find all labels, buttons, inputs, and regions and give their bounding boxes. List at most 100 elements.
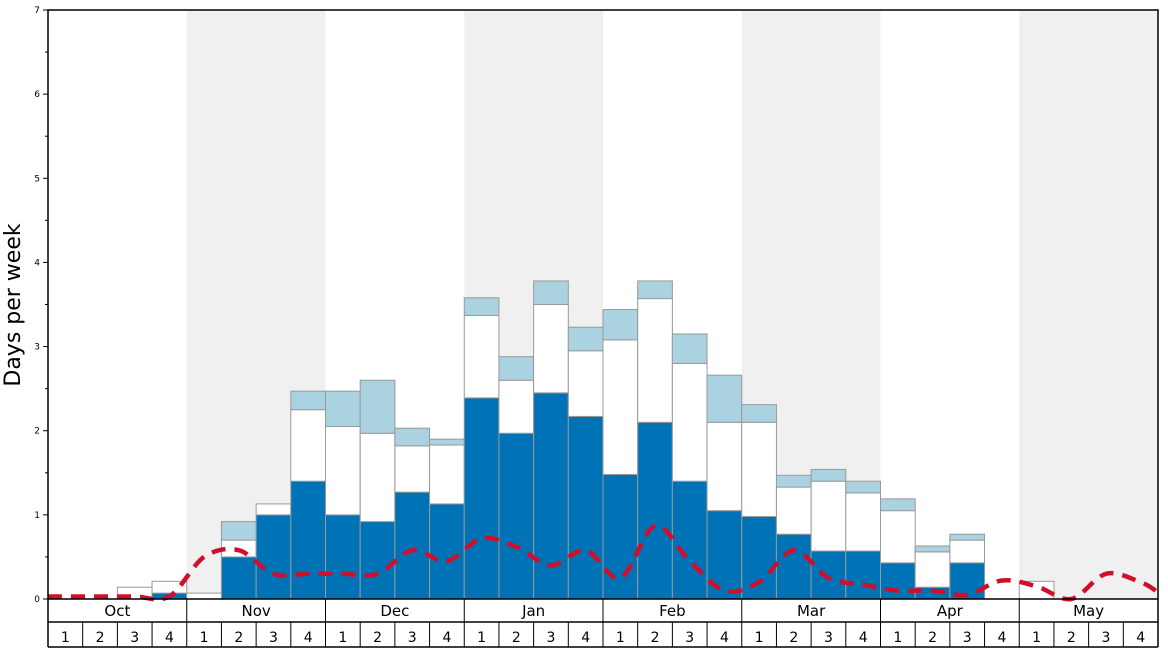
bar-segment-white bbox=[949, 539, 986, 564]
average-line-layer bbox=[48, 523, 1160, 602]
y-axis: 0 1 2 3 4 5 6 7 bbox=[34, 6, 48, 605]
bar-segment-dark bbox=[637, 421, 673, 600]
week-label: 3 bbox=[685, 630, 694, 646]
bar-segment-light bbox=[602, 309, 639, 341]
bar-segment-white bbox=[186, 592, 222, 600]
week-label: 2 bbox=[96, 630, 105, 646]
bar-segment-light bbox=[394, 427, 431, 447]
bar-segment-dark bbox=[741, 516, 777, 600]
month-label-dec: Dec bbox=[380, 602, 409, 620]
bar-segment-white bbox=[775, 486, 812, 535]
week-label: 2 bbox=[928, 630, 937, 646]
week-label: 2 bbox=[512, 630, 521, 646]
bar-segment-light bbox=[290, 390, 326, 411]
bar-segment-light bbox=[914, 545, 951, 553]
bar-segment-dark bbox=[671, 480, 708, 600]
week-label: 3 bbox=[963, 630, 972, 646]
bar-segment-dark bbox=[775, 533, 812, 600]
bar-segment-dark bbox=[255, 514, 292, 600]
y-tick-label: 3 bbox=[34, 343, 40, 353]
bar-segment-dark bbox=[567, 415, 604, 600]
bar-segment-light bbox=[498, 356, 535, 381]
week-label: 2 bbox=[234, 630, 243, 646]
bar-segment-white bbox=[290, 409, 326, 482]
month-label-jan: Jan bbox=[521, 602, 545, 620]
week-label: 4 bbox=[442, 630, 451, 646]
week-label: 3 bbox=[130, 630, 139, 646]
bar-segment-white bbox=[880, 510, 916, 564]
week-label: 4 bbox=[581, 630, 590, 646]
bar-segment-white bbox=[533, 304, 569, 394]
bar-segment-white bbox=[637, 298, 673, 423]
bar-segment-dark bbox=[220, 556, 257, 600]
bar-segment-light bbox=[429, 438, 465, 446]
average-line bbox=[48, 523, 1160, 602]
bar-segment-light bbox=[845, 480, 881, 494]
week-label: 1 bbox=[616, 630, 625, 646]
week-label: 1 bbox=[1032, 630, 1041, 646]
plot-frame bbox=[47, 9, 1159, 600]
y-tick-label: 1 bbox=[34, 511, 40, 521]
bar-segment-white bbox=[325, 426, 361, 516]
y-tick-label: 6 bbox=[34, 90, 40, 100]
bar-segment-light bbox=[463, 297, 500, 316]
month-label-mar: Mar bbox=[797, 602, 826, 620]
week-label: 1 bbox=[893, 630, 902, 646]
bar-segment-dark bbox=[498, 432, 535, 600]
bars bbox=[116, 280, 1055, 600]
bar-segment-white bbox=[810, 480, 847, 552]
bar-segment-dark bbox=[290, 480, 326, 600]
bar-segment-white bbox=[429, 444, 465, 505]
week-label: 1 bbox=[338, 630, 347, 646]
x-axis: Oct 1 2 3 4 Nov 1 2 3 4 Dec 1 2 3 4 Jan 1 2 3 4 Feb 1 2 3 4 Mar 1 2… bbox=[47, 599, 1159, 648]
bar-segment-white bbox=[914, 551, 951, 588]
week-label: 4 bbox=[1136, 630, 1145, 646]
y-tick-label: 2 bbox=[34, 427, 40, 437]
week-label: 3 bbox=[408, 630, 417, 646]
bar-segment-light bbox=[810, 468, 847, 482]
bar-segment-light bbox=[637, 280, 673, 300]
bar-segment-white bbox=[671, 362, 708, 482]
month-label-nov: Nov bbox=[241, 602, 270, 620]
month-label-apr: Apr bbox=[937, 602, 964, 620]
month-band-may bbox=[1019, 10, 1158, 599]
bar-segment-light bbox=[359, 379, 396, 434]
bar-segment-white bbox=[602, 339, 639, 475]
bar-segment-white bbox=[359, 432, 396, 523]
week-label: 1 bbox=[477, 630, 486, 646]
bar-segment-light bbox=[325, 390, 361, 428]
week-label: 4 bbox=[859, 630, 868, 646]
bar-segment-light bbox=[671, 333, 708, 364]
week-label: 4 bbox=[997, 630, 1006, 646]
week-label: 3 bbox=[547, 630, 556, 646]
bar-segment-white bbox=[463, 314, 500, 399]
bar-segment-light bbox=[880, 498, 916, 512]
week-label: 3 bbox=[269, 630, 278, 646]
week-label: 2 bbox=[373, 630, 382, 646]
week-label: 1 bbox=[755, 630, 764, 646]
bar-segment-dark bbox=[533, 392, 569, 600]
bar-segment-light bbox=[741, 404, 777, 423]
bar-segment-white bbox=[845, 492, 881, 552]
bar-segment-dark bbox=[394, 491, 431, 600]
bar-segment-white bbox=[151, 580, 188, 594]
y-tick-label: 7 bbox=[34, 6, 40, 16]
week-label: 1 bbox=[61, 630, 70, 646]
week-label: 4 bbox=[304, 630, 313, 646]
bar-segment-white bbox=[741, 421, 777, 518]
bar-segment-dark bbox=[810, 550, 847, 600]
bar-segment-dark bbox=[463, 397, 500, 600]
bar-segment-white bbox=[498, 379, 535, 434]
week-label: 1 bbox=[200, 630, 209, 646]
week-label: 3 bbox=[1102, 630, 1111, 646]
week-label: 3 bbox=[824, 630, 833, 646]
bar-segment-light bbox=[949, 533, 986, 541]
bar-segment-dark bbox=[325, 514, 361, 600]
bar-segment-dark bbox=[845, 550, 881, 600]
month-label-oct: Oct bbox=[104, 602, 130, 620]
week-label: 2 bbox=[651, 630, 660, 646]
month-label-may: May bbox=[1073, 602, 1104, 620]
bar-segment-white bbox=[567, 350, 604, 417]
